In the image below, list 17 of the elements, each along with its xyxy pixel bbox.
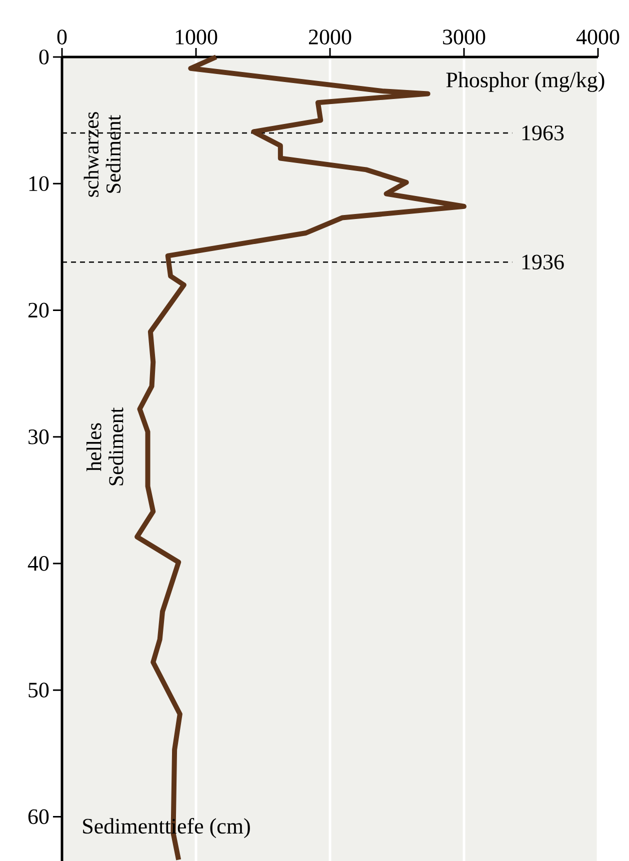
annotation: helles Sediment	[86, 407, 124, 486]
x-tick-label: 2000	[308, 30, 352, 44]
y-tick-label: 60	[28, 809, 49, 824]
x-axis-title: Phosphor (mg/kg)	[446, 72, 604, 92]
y-tick-label: 0	[39, 50, 49, 64]
x-tick-label: 4000	[576, 30, 620, 44]
y-tick-label: 10	[29, 176, 49, 192]
x-tick-label: 1000	[176, 30, 218, 44]
y-tick-label: 30	[28, 429, 49, 444]
annotation: schwarzes Sediment	[84, 112, 121, 197]
x-tick-label: 0	[57, 30, 67, 44]
x-tick-label: 3000	[443, 30, 486, 44]
y-tick-label: 50	[28, 682, 49, 698]
annotation: 1936	[522, 254, 564, 270]
annotation: 1963	[522, 126, 564, 140]
y-tick-label: 20	[28, 302, 49, 318]
y-tick-label: 40	[28, 556, 49, 571]
